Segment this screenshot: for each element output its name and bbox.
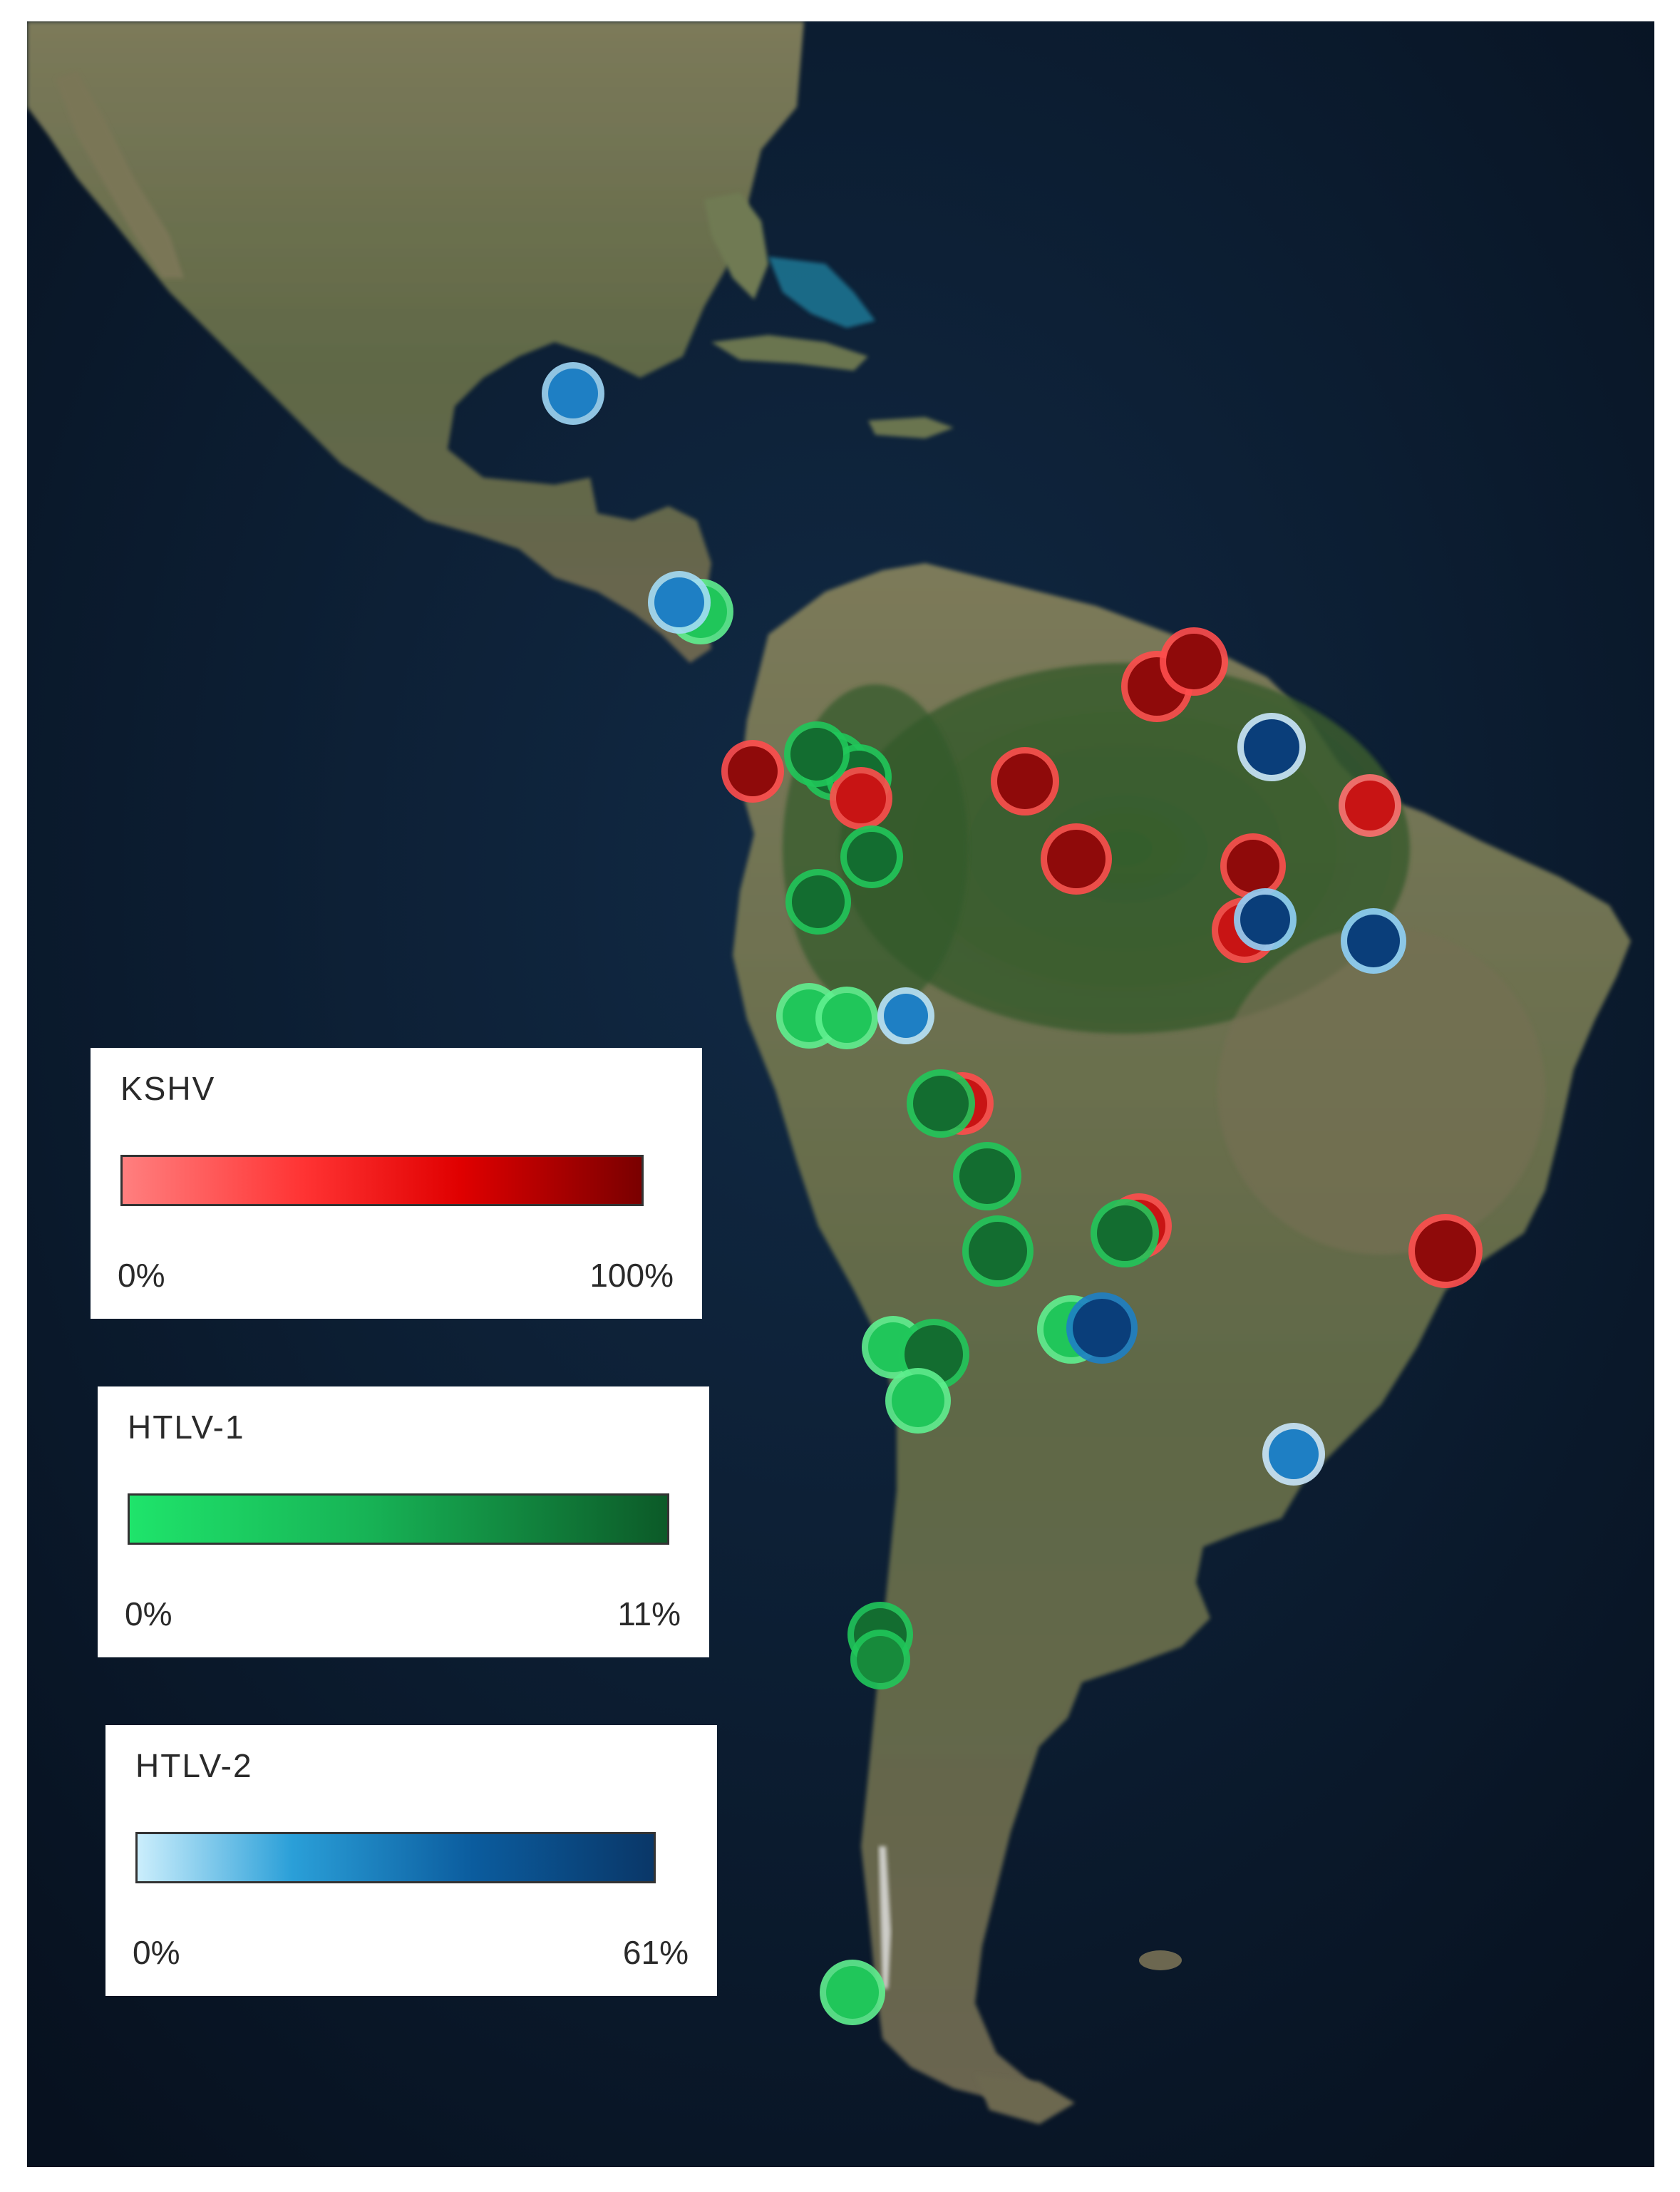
prevalence-marker[interactable] xyxy=(1408,1214,1483,1288)
land-florida xyxy=(704,192,768,299)
prevalence-marker[interactable] xyxy=(648,571,711,634)
prevalence-marker[interactable] xyxy=(820,1960,885,2025)
andes-snow xyxy=(879,1846,891,1989)
marker-core xyxy=(790,728,843,781)
marker-core xyxy=(884,994,928,1038)
marker-core xyxy=(1345,781,1395,830)
land-caribbean xyxy=(711,335,954,438)
prevalence-marker[interactable] xyxy=(991,747,1059,815)
legend-htlv1-title: HTLV-1 xyxy=(128,1409,245,1446)
prevalence-marker[interactable] xyxy=(907,1069,975,1138)
prevalence-marker[interactable] xyxy=(1339,774,1401,837)
shallow-bahamas xyxy=(768,257,875,328)
legend-kshv-title: KSHV xyxy=(120,1070,216,1107)
prevalence-marker[interactable] xyxy=(885,1368,951,1434)
legend-htlv1: HTLV-1 0% 11% xyxy=(98,1386,709,1657)
prevalence-marker[interactable] xyxy=(1262,1423,1325,1486)
prevalence-marker[interactable] xyxy=(542,362,604,425)
marker-core xyxy=(847,832,897,882)
prevalence-marker[interactable] xyxy=(962,1215,1034,1287)
prevalence-marker[interactable] xyxy=(721,740,784,803)
marker-core xyxy=(1240,895,1290,945)
falklands xyxy=(1139,1950,1182,1970)
marker-core xyxy=(997,753,1053,809)
legend-htlv1-max: 11% xyxy=(617,1595,681,1632)
legend-htlv2-max: 61% xyxy=(622,1934,689,1971)
legend-htlv2: HTLV-2 0% 61% xyxy=(105,1725,717,1996)
marker-core xyxy=(728,746,778,796)
marker-core xyxy=(792,875,845,928)
basemap[interactable] xyxy=(27,21,1654,2167)
prevalence-marker[interactable] xyxy=(840,825,903,888)
marker-core xyxy=(1073,1299,1131,1357)
marker-core xyxy=(1166,634,1222,689)
prevalence-marker[interactable] xyxy=(784,721,850,787)
marker-core xyxy=(1047,830,1106,888)
marker-core xyxy=(1097,1205,1153,1261)
prevalence-marker[interactable] xyxy=(1160,627,1228,696)
legend-htlv2-min: 0% xyxy=(133,1934,180,1971)
prevalence-marker[interactable] xyxy=(1091,1199,1159,1267)
marker-core xyxy=(892,1374,944,1427)
land-baja xyxy=(56,71,184,278)
prevalence-marker[interactable] xyxy=(785,869,851,935)
legend-kshv-min: 0% xyxy=(118,1257,165,1294)
marker-core xyxy=(913,1076,969,1131)
prevalence-marker[interactable] xyxy=(830,767,892,830)
legend-htlv2-color-bar xyxy=(135,1832,656,1883)
marker-core xyxy=(654,577,704,627)
prevalence-marker[interactable] xyxy=(815,987,878,1049)
prevalence-marker[interactable] xyxy=(1237,713,1306,781)
marker-core xyxy=(1244,719,1299,775)
prevalence-marker[interactable] xyxy=(1066,1292,1138,1364)
marker-core xyxy=(969,1222,1027,1280)
legend-kshv: KSHV 0% 100% xyxy=(91,1048,702,1319)
prevalence-marker[interactable] xyxy=(1220,833,1286,899)
brazil-east xyxy=(1217,927,1545,1255)
prevalence-marker[interactable] xyxy=(1041,823,1112,895)
marker-core xyxy=(857,1636,904,1683)
land-north-america xyxy=(27,21,804,663)
marker-core xyxy=(822,993,872,1043)
prevalence-marker[interactable] xyxy=(850,1630,910,1689)
prevalence-marker[interactable] xyxy=(1341,908,1406,974)
marker-core xyxy=(959,1148,1015,1204)
marker-core xyxy=(1347,915,1400,967)
legend-kshv-color-bar xyxy=(120,1155,644,1206)
tierra-del-fuego xyxy=(975,2074,1075,2124)
prevalence-marker[interactable] xyxy=(1234,888,1297,951)
legend-kshv-max: 100% xyxy=(589,1257,674,1294)
prevalence-marker[interactable] xyxy=(877,987,934,1044)
prevalence-marker[interactable] xyxy=(953,1142,1021,1210)
marker-core xyxy=(836,773,886,823)
legend-htlv1-min: 0% xyxy=(125,1595,172,1632)
marker-layer xyxy=(542,362,1483,2025)
map-frame[interactable]: KSHV 0% 100% HTLV-1 0% 11% HTLV-2 0% 61% xyxy=(27,21,1654,2167)
marker-core xyxy=(1269,1429,1319,1479)
legend-htlv1-color-bar xyxy=(128,1493,669,1545)
marker-core xyxy=(1415,1220,1476,1282)
marker-core xyxy=(826,1966,879,2019)
marker-core xyxy=(1227,840,1279,892)
legend-htlv2-title: HTLV-2 xyxy=(135,1747,253,1784)
marker-core xyxy=(548,369,598,418)
